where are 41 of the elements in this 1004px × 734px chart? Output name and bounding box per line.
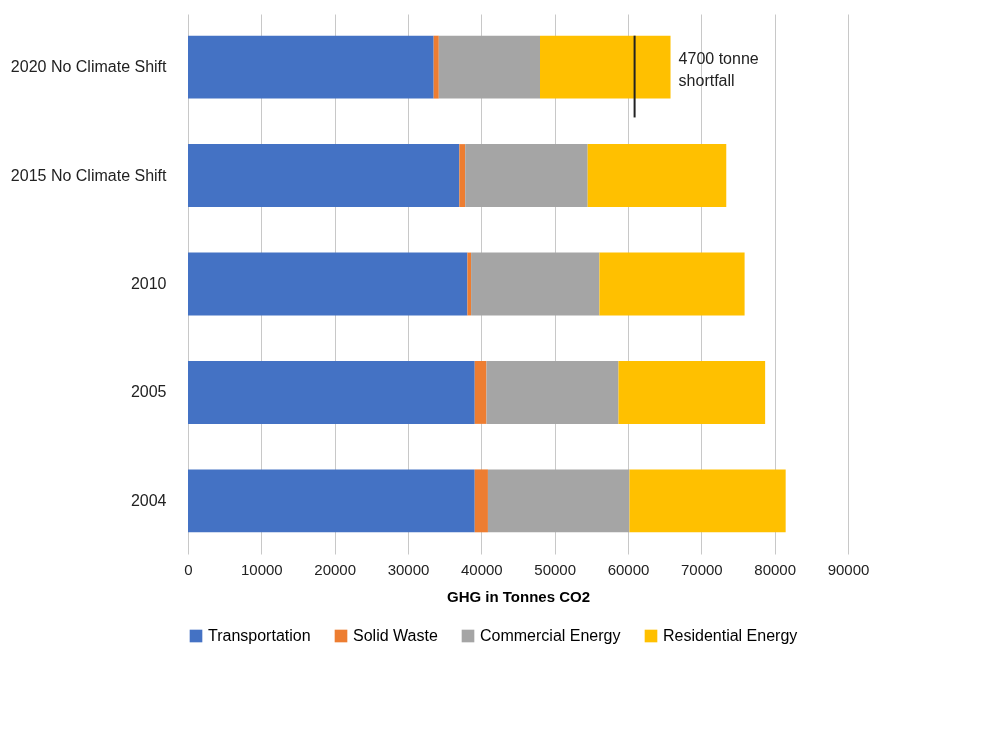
x-tick-label: 30000: [387, 560, 430, 578]
bar: [471, 252, 600, 316]
bar: [459, 144, 466, 208]
bar: [474, 360, 487, 424]
bar: [487, 469, 630, 533]
bar: [467, 252, 472, 316]
bar: [438, 35, 540, 99]
legend-label: Residential Energy: [663, 627, 798, 644]
y-tick-label: 2010: [130, 275, 167, 292]
bar: [465, 144, 588, 208]
y-tick-label: 2015 No Climate Shift: [10, 166, 168, 184]
bar: [587, 144, 727, 208]
x-tick-label: 0: [184, 560, 193, 578]
x-tick-label: 40000: [460, 560, 503, 578]
y-tick-label: 2020 No Climate Shift: [10, 58, 168, 76]
x-tick-label: 80000: [754, 560, 797, 578]
x-tick-label: 70000: [680, 560, 723, 578]
bar: [433, 35, 439, 99]
x-axis-title: GHG in Tonnes CO2: [446, 587, 591, 605]
legend-label: Commercial Energy: [480, 627, 621, 644]
x-tick-label: 20000: [314, 560, 357, 578]
y-tick-label: 2004: [130, 491, 167, 509]
bar: [618, 360, 766, 424]
x-tick-label: 90000: [827, 560, 870, 578]
x-tick-label: 50000: [534, 560, 577, 578]
x-tick-label: 60000: [607, 560, 650, 578]
bar: [188, 35, 434, 99]
bar: [188, 469, 475, 533]
bar: [188, 144, 460, 208]
bar: [540, 35, 671, 99]
legend-label: Transportation: [208, 627, 311, 644]
bar: [486, 360, 619, 424]
bar: [629, 469, 786, 533]
bar: [188, 360, 475, 424]
bar: [599, 252, 745, 316]
y-tick-label: 2005: [130, 383, 167, 401]
bar: [188, 252, 468, 316]
x-tick-label: 10000: [240, 560, 283, 578]
legend-label: Solid Waste: [353, 627, 438, 644]
ref-line-label: 4700 tonne shortfall: [678, 50, 759, 90]
bar: [474, 469, 488, 533]
